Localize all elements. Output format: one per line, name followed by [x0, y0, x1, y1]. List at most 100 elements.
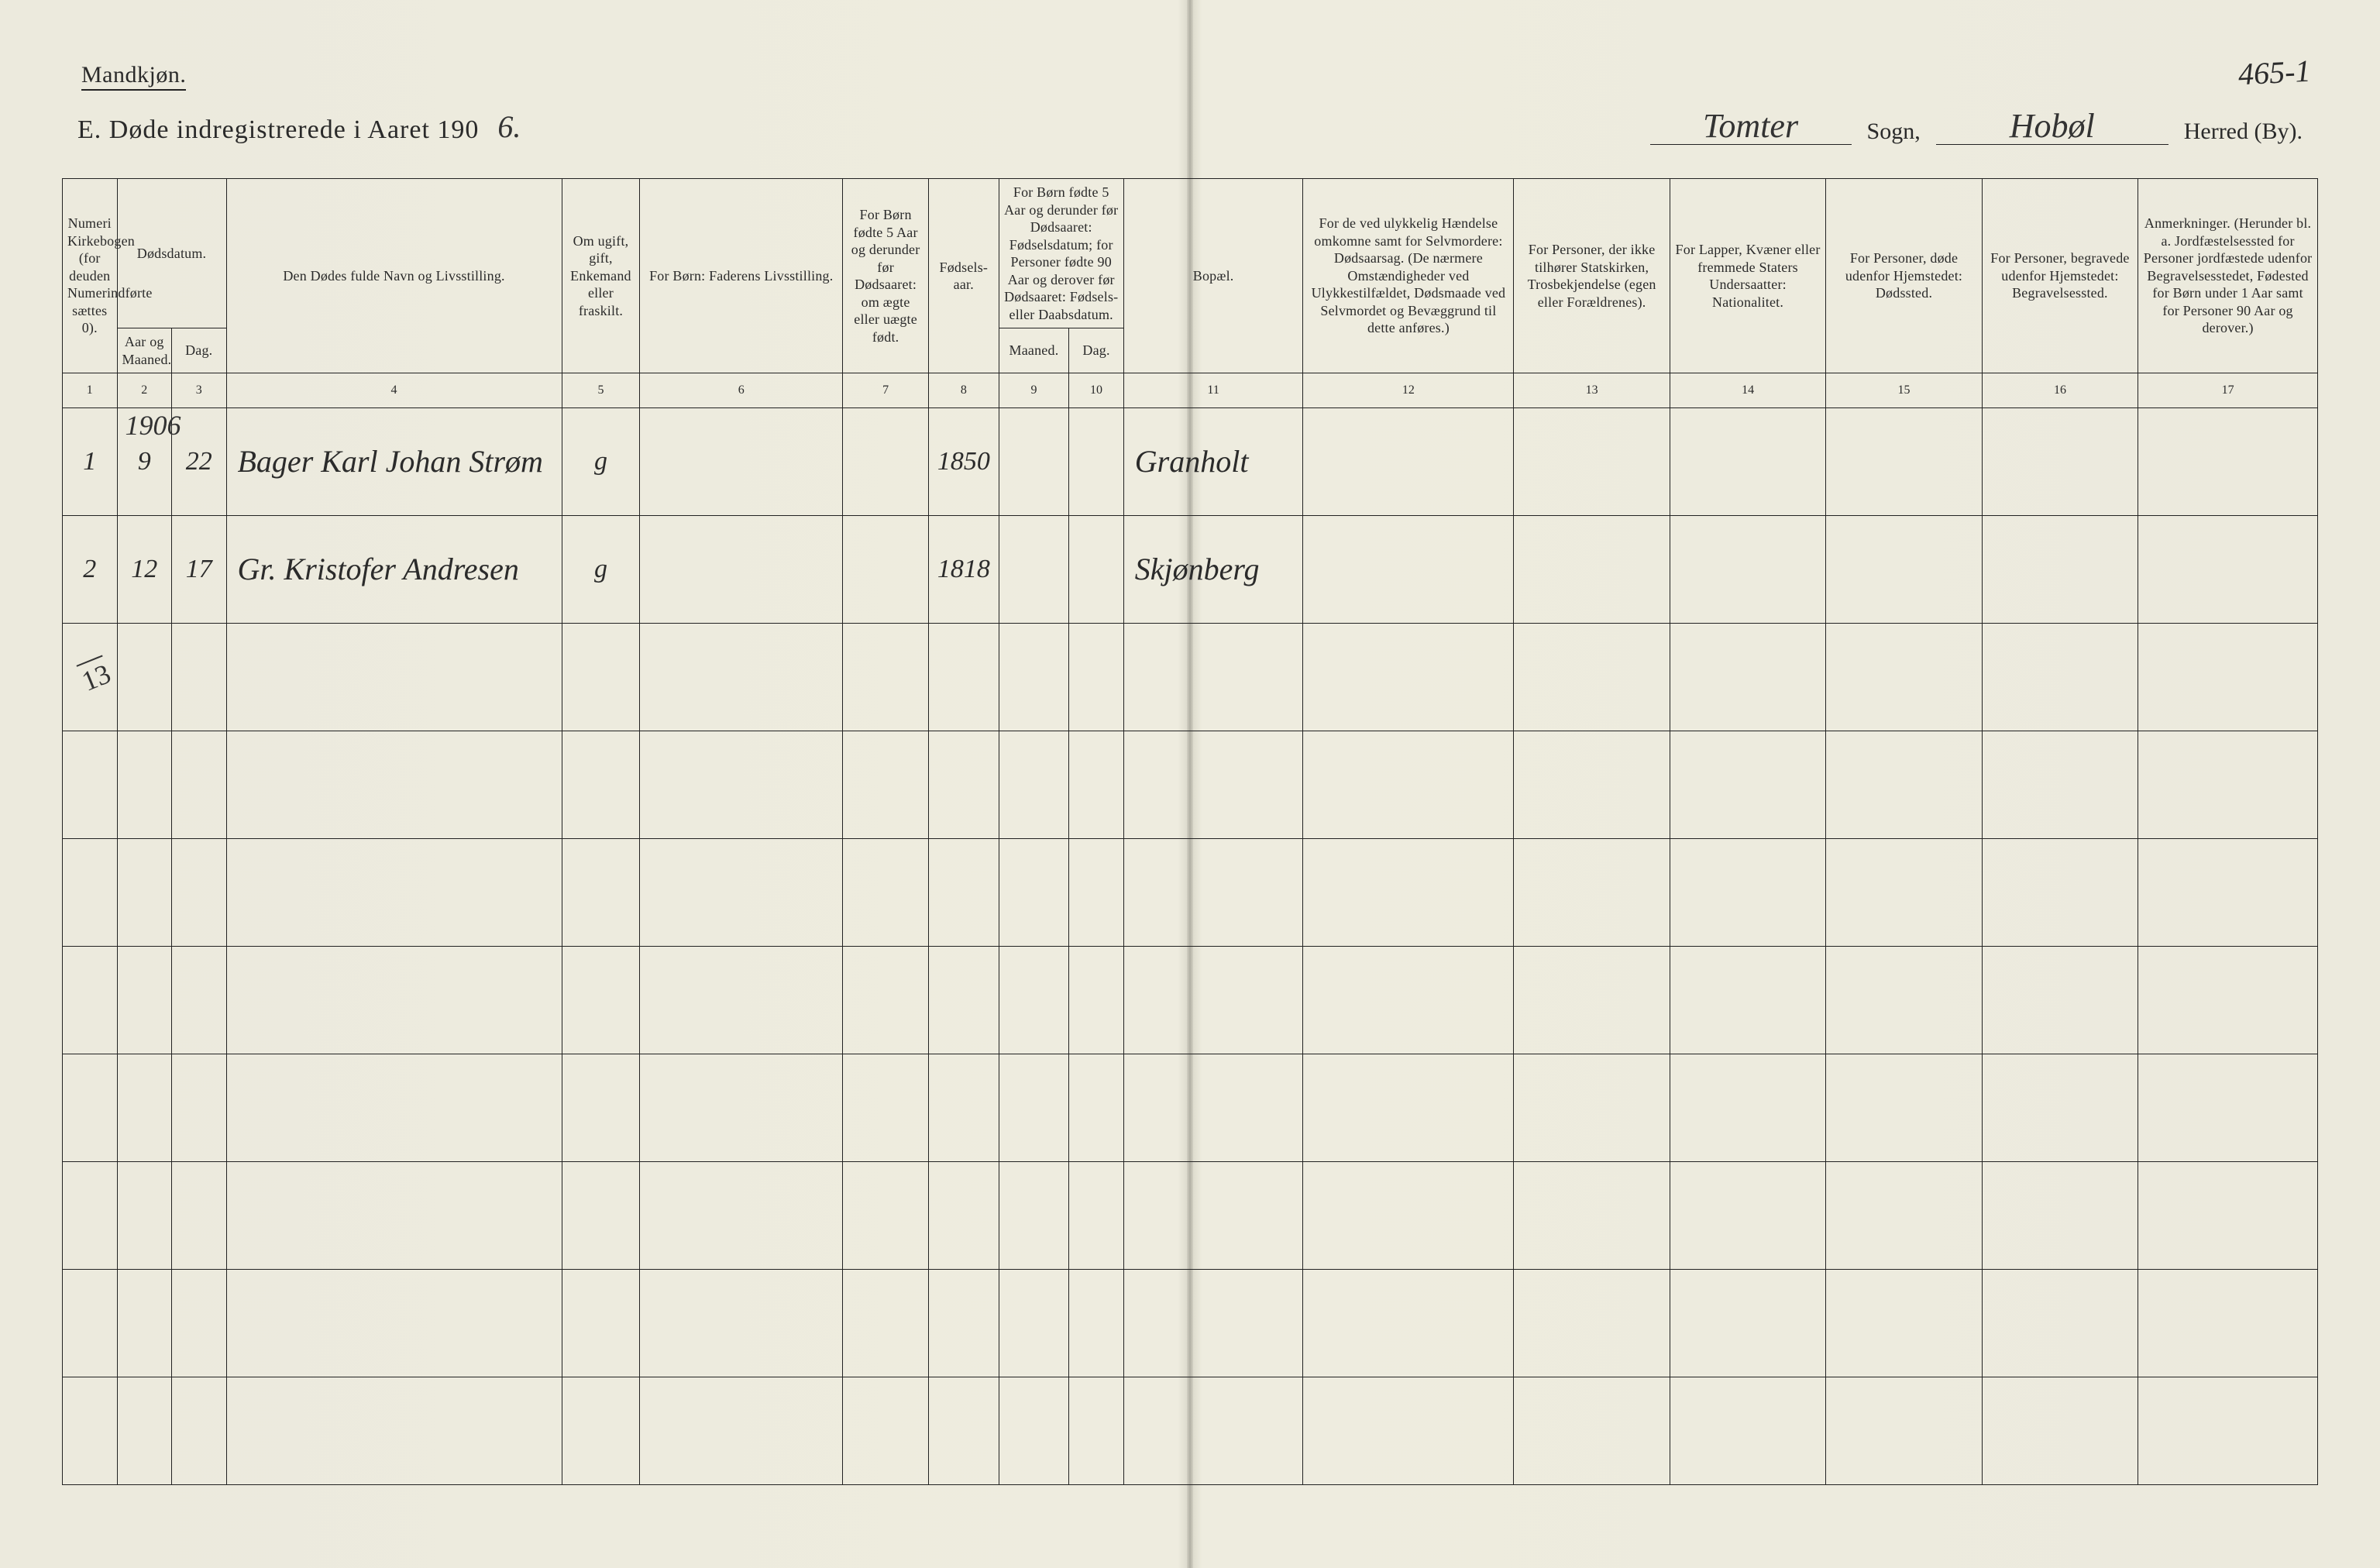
cell-empty: [640, 624, 843, 731]
cell-empty: [1069, 1270, 1124, 1377]
cell-empty: [172, 1162, 227, 1270]
cell-empty: [2138, 1162, 2318, 1270]
cell-num: 1: [63, 408, 118, 516]
cell-fmnd: [999, 516, 1069, 624]
herred-label: Herred (By).: [2184, 119, 2303, 145]
cell-empty: [999, 731, 1069, 839]
col-header: Fødsels-aar.: [929, 179, 999, 373]
cell-empty: [562, 731, 640, 839]
cell-empty: [2138, 731, 2318, 839]
cell-empty: [1123, 731, 1303, 839]
col-num: 10: [1069, 373, 1124, 408]
cell-empty: [929, 731, 999, 839]
cell-empty: [1303, 1054, 1514, 1162]
cell-empty: [1670, 1162, 1825, 1270]
cell-empty: [1123, 839, 1303, 947]
cell-empty: [999, 1162, 1069, 1270]
col-header: Dødsdatum.: [117, 179, 226, 328]
cell-empty: [1123, 947, 1303, 1054]
cell-empty: [226, 839, 562, 947]
cell-empty: [172, 947, 227, 1054]
table-row-empty: [63, 731, 2318, 839]
table-row: 21217Gr. Kristofer Andreseng1818Skjønber…: [63, 516, 2318, 624]
col-num: 11: [1123, 373, 1303, 408]
cell-text: 1818: [937, 555, 990, 583]
cell-empty: [562, 624, 640, 731]
cell-empty: [226, 1162, 562, 1270]
cell-fmnd: [999, 408, 1069, 516]
col-num: 17: [2138, 373, 2318, 408]
table-body: 19190622Bager Karl Johan Strømg1850Granh…: [63, 408, 2318, 1485]
cell-empty: [226, 1270, 562, 1377]
cell-empty: [117, 947, 172, 1054]
col-header: Anmerkninger. (Herunder bl. a. Jordfæste…: [2138, 179, 2318, 373]
cell-empty: [63, 839, 118, 947]
cell-aar-mnd: 91906: [117, 408, 172, 516]
cell-empty: [1670, 1270, 1825, 1377]
cell-empty: [1982, 624, 2138, 731]
cell-empty: [1670, 947, 1825, 1054]
title-year: 6.: [494, 108, 524, 145]
cell-empty: [1826, 1162, 1982, 1270]
col-header: For Lapper, Kvæner eller fremmede Stater…: [1670, 179, 1825, 373]
cell-empty: [1826, 1377, 1982, 1485]
ledger-page: Mandkjøn. 465-1 E. Døde indregistrerede …: [0, 0, 2380, 1568]
cell-empty: [1069, 1377, 1124, 1485]
cell-fodselsaar: 1850: [929, 408, 999, 516]
cell-empty: [1670, 731, 1825, 839]
cell-empty: [1069, 624, 1124, 731]
cell-empty: [562, 839, 640, 947]
cell-empty: [999, 624, 1069, 731]
cell-empty: [1514, 624, 1670, 731]
col-num: 14: [1670, 373, 1825, 408]
cell-empty: [63, 1270, 118, 1377]
cell-empty: [172, 1054, 227, 1162]
col-subheader: Dag.: [1069, 328, 1124, 373]
col-num: 13: [1514, 373, 1670, 408]
cell-empty: [562, 1270, 640, 1377]
cell-empty: [999, 1054, 1069, 1162]
cell-empty: [117, 1054, 172, 1162]
cell-text: 1850: [937, 447, 990, 476]
cell-empty: [562, 1377, 640, 1485]
cell-tro: [1514, 408, 1670, 516]
cell-empty: [929, 624, 999, 731]
cell-empty: [640, 731, 843, 839]
col-num: 3: [172, 373, 227, 408]
cell-empty: [1670, 1377, 1825, 1485]
cell-empty: [843, 624, 929, 731]
cell-far: [640, 408, 843, 516]
cell-empty: [63, 947, 118, 1054]
cell-empty: [843, 1377, 929, 1485]
cell-sivilstand: g: [562, 408, 640, 516]
col-num: 5: [562, 373, 640, 408]
cell-empty: [640, 1270, 843, 1377]
cell-empty: [117, 839, 172, 947]
folio-number: 465-1: [2237, 53, 2312, 93]
col-num: 7: [843, 373, 929, 408]
cell-empty: [640, 839, 843, 947]
cell-empty: [843, 1270, 929, 1377]
cell-fdag: [1069, 516, 1124, 624]
cell-empty: [226, 731, 562, 839]
cell-empty: [1826, 624, 1982, 731]
cell-empty: [999, 1377, 1069, 1485]
cell-empty: [172, 1270, 227, 1377]
cell-begravsted: [1982, 516, 2138, 624]
cell-empty: [929, 1270, 999, 1377]
cell-empty: [1303, 624, 1514, 731]
cell-empty: [1514, 1162, 1670, 1270]
cell-empty: [117, 624, 172, 731]
cell-empty: [1069, 1162, 1124, 1270]
cell-empty: [117, 731, 172, 839]
cell-dodsaarsag: [1303, 408, 1514, 516]
cell-text: Gr. Kristofer Andresen: [238, 552, 519, 586]
ledger-table: Numeri Kirkebogen (for deuden Numerindfø…: [62, 178, 2318, 1485]
table-row-empty: [63, 1054, 2318, 1162]
cell-empty: [172, 839, 227, 947]
cell-empty: [1826, 731, 1982, 839]
cell-empty: [2138, 1377, 2318, 1485]
cell-empty: [63, 1054, 118, 1162]
cell-empty: [999, 839, 1069, 947]
cell-navn: Gr. Kristofer Andresen: [226, 516, 562, 624]
